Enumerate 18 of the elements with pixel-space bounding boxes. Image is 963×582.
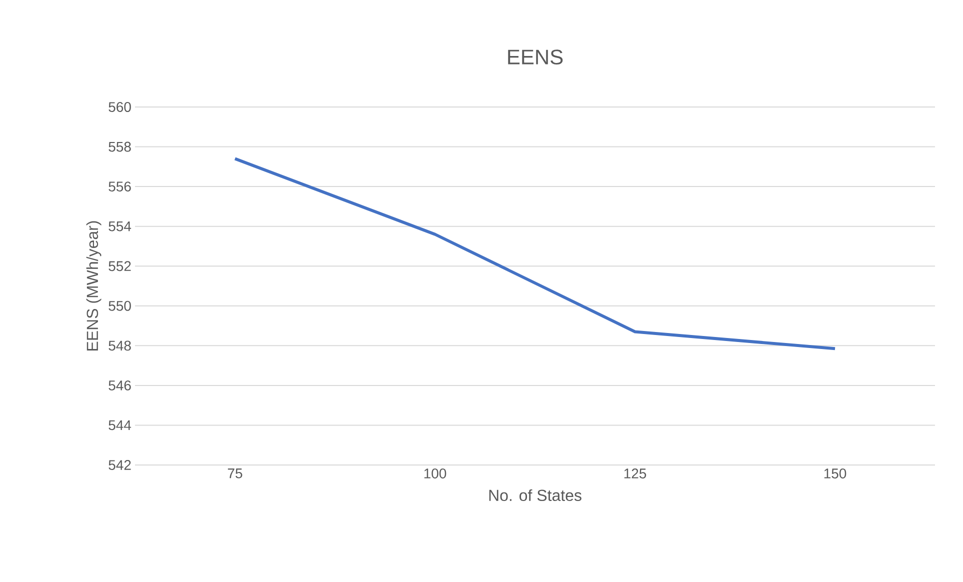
- x-tick-label: 125: [624, 468, 646, 478]
- y-tick-label: 544: [108, 420, 132, 430]
- x-tick-label: 100: [424, 468, 446, 478]
- y-tick-label: 554: [108, 221, 132, 232]
- line-series: [234, 157, 837, 350]
- y-axis-title: EENS (MWh/year): [86, 221, 102, 350]
- y-tick-label: 550: [108, 300, 131, 311]
- y-tick-label: 560: [108, 102, 131, 112]
- y-tick-label: 556: [108, 182, 131, 192]
- y-tick-label: 558: [108, 142, 131, 152]
- y-tick-label: 542: [108, 460, 131, 470]
- y-tick-label: 546: [108, 380, 131, 390]
- chart-title: EENS: [508, 50, 563, 64]
- x-tick-label: 150: [824, 468, 846, 478]
- y-tick-label: 548: [108, 340, 131, 351]
- x-tick-label: 75: [228, 468, 242, 478]
- x-axis-title: No. of States: [489, 489, 582, 502]
- y-tick-label: 552: [108, 261, 131, 272]
